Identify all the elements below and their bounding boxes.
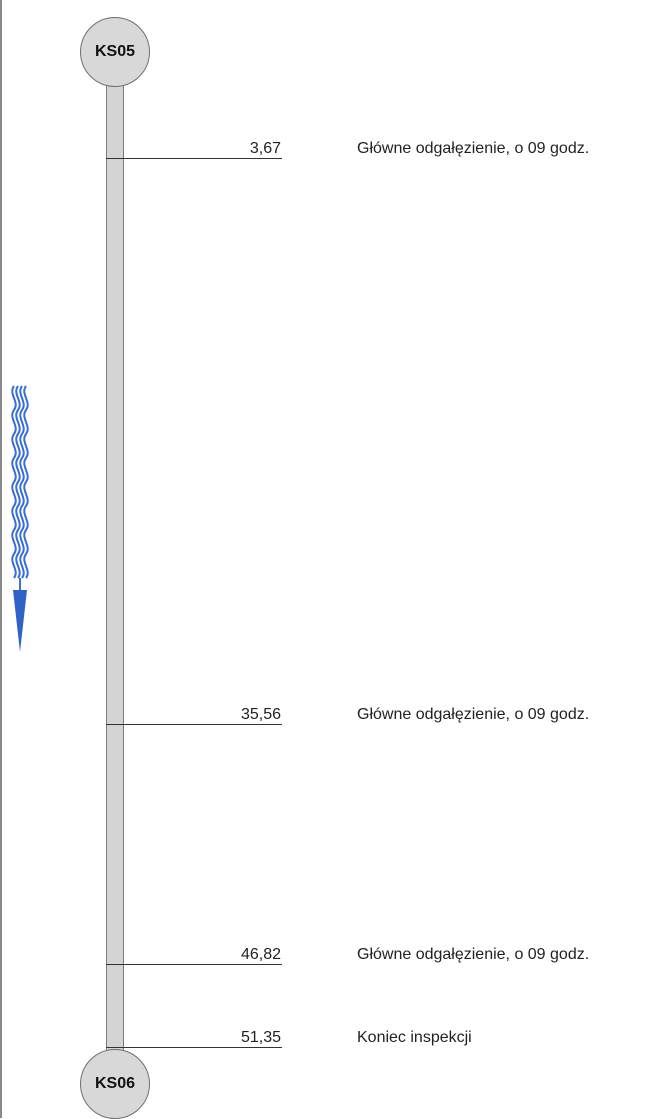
end-manhole: KS06 xyxy=(80,1049,150,1119)
observation-distance: 35,56 xyxy=(240,706,281,723)
observation-description: Główne odgałęzienie, o 09 godz. xyxy=(357,140,590,157)
observation-description: Główne odgałęzienie, o 09 godz. xyxy=(357,706,590,723)
observation-line xyxy=(106,1047,282,1048)
observation-distance: 51,35 xyxy=(240,1029,281,1046)
start-manhole-label: KS05 xyxy=(94,43,136,60)
observation-line xyxy=(106,964,282,965)
observation-distance: 3,67 xyxy=(249,140,281,157)
page-left-border xyxy=(0,0,2,1118)
pipe-segment xyxy=(106,80,124,1056)
observation-description: Główne odgałęzienie, o 09 godz. xyxy=(357,946,590,963)
flow-direction-arrow-icon xyxy=(11,385,29,652)
observation-description: Koniec inspekcji xyxy=(357,1029,472,1046)
observation-distance: 46,82 xyxy=(240,946,281,963)
end-manhole-label: KS06 xyxy=(94,1075,136,1092)
start-manhole: KS05 xyxy=(80,17,150,87)
observation-line xyxy=(106,158,282,159)
observation-line xyxy=(106,724,282,725)
